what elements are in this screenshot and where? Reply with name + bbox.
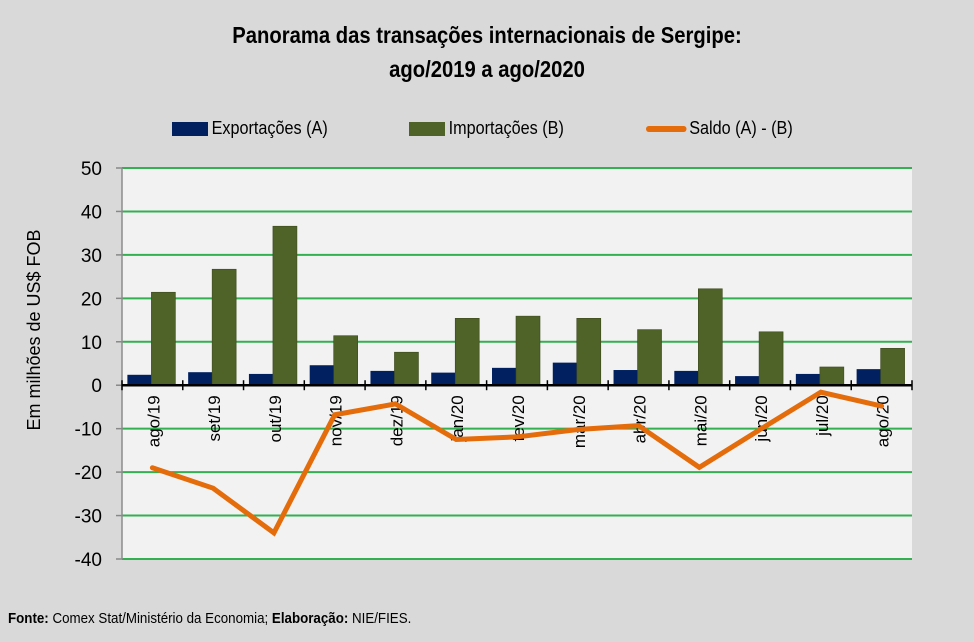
legend-item-balance: Saldo (A) - (B) xyxy=(646,118,793,139)
bar-imports xyxy=(272,225,298,386)
bar-exports xyxy=(674,370,699,386)
x-tick-label: set/19 xyxy=(205,395,224,441)
x-tick-label: jul/20 xyxy=(813,395,832,437)
legend-swatch-exports xyxy=(172,121,208,136)
y-axis-label: Em milhões de US$ FOB xyxy=(24,229,44,430)
legend-label-balance: Saldo (A) - (B) xyxy=(689,118,793,138)
bar-exports xyxy=(248,373,273,386)
bar-exports xyxy=(309,365,334,386)
y-tick-label: 10 xyxy=(81,333,102,354)
bar-imports xyxy=(576,318,602,386)
y-tick-label: -20 xyxy=(75,463,102,484)
footer-credit-text: NIE/FIES. xyxy=(348,611,412,627)
gridlines xyxy=(122,167,912,560)
bar-exports xyxy=(613,370,638,386)
bar-exports xyxy=(431,372,456,386)
bar-imports xyxy=(151,291,176,386)
legend-label-exports: Exportações (A) xyxy=(211,118,328,138)
x-tick-label: nov/19 xyxy=(327,395,346,446)
bars xyxy=(127,225,905,386)
x-tick-label: mar/20 xyxy=(570,395,589,448)
footer-source-text: Comex Stat/Ministério da Economia; xyxy=(48,611,272,627)
x-axis xyxy=(121,380,913,391)
x-tick-label: abr/20 xyxy=(631,395,650,443)
bar-imports xyxy=(758,331,784,386)
chart-title-line2: ago/2019 a ago/2020 xyxy=(389,56,585,82)
bar-imports xyxy=(698,288,723,386)
balance-line-group xyxy=(149,389,885,537)
legend-swatch-imports xyxy=(409,121,445,136)
y-tick-label: 40 xyxy=(81,202,102,223)
y-tick-label: -10 xyxy=(75,420,102,441)
legend: Exportações (A) Importações (B) Saldo (A… xyxy=(0,118,974,144)
y-tick-label: 50 xyxy=(81,159,102,180)
y-tick-label: 0 xyxy=(91,376,102,397)
y-tick-label: -30 xyxy=(75,507,102,528)
bar-imports xyxy=(394,351,419,386)
legend-label-imports: Importações (B) xyxy=(448,118,564,138)
bar-imports xyxy=(454,318,480,386)
legend-item-imports: Importações (B) xyxy=(409,118,564,139)
bar-imports xyxy=(880,347,905,386)
bar-exports xyxy=(856,369,881,386)
bar-imports xyxy=(211,268,237,386)
legend-item-exports: Exportações (A) xyxy=(172,118,328,139)
x-tick-label: fev/20 xyxy=(509,395,528,441)
footer-source-label: Fonte: xyxy=(8,611,49,627)
x-tick-label: ago/20 xyxy=(874,395,893,447)
y-tick-label: -40 xyxy=(75,550,102,571)
x-tick-label: out/19 xyxy=(266,395,285,442)
y-axis-ticks: 50 40 30 20 10 0 -10 -20 -30 -40 xyxy=(75,159,123,571)
bar-imports xyxy=(819,366,845,386)
bar-exports xyxy=(127,374,152,386)
bar-exports xyxy=(735,376,760,386)
bar-exports xyxy=(492,367,516,386)
y-tick-label: 20 xyxy=(81,289,102,310)
x-tick-label: jan/20 xyxy=(448,395,467,442)
chart-title-line1: Panorama das transações internacionais d… xyxy=(232,22,742,48)
bar-imports xyxy=(637,329,662,386)
bar-exports xyxy=(370,370,395,386)
x-tick-label: mai/20 xyxy=(691,395,710,446)
footer: Fonte: Comex Stat/Ministério da Economia… xyxy=(8,611,411,627)
bar-imports xyxy=(333,335,358,386)
bar-exports xyxy=(552,362,577,386)
bar-exports xyxy=(188,372,213,386)
y-tick-label: 30 xyxy=(81,246,102,267)
footer-credit-label: Elaboração: xyxy=(271,611,349,627)
x-tick-label: ago/19 xyxy=(144,395,163,447)
bar-imports xyxy=(515,315,541,386)
legend-line-balance xyxy=(646,125,687,132)
chart-title: Panorama das transações internacionais d… xyxy=(58,18,915,86)
bar-exports xyxy=(795,373,820,386)
